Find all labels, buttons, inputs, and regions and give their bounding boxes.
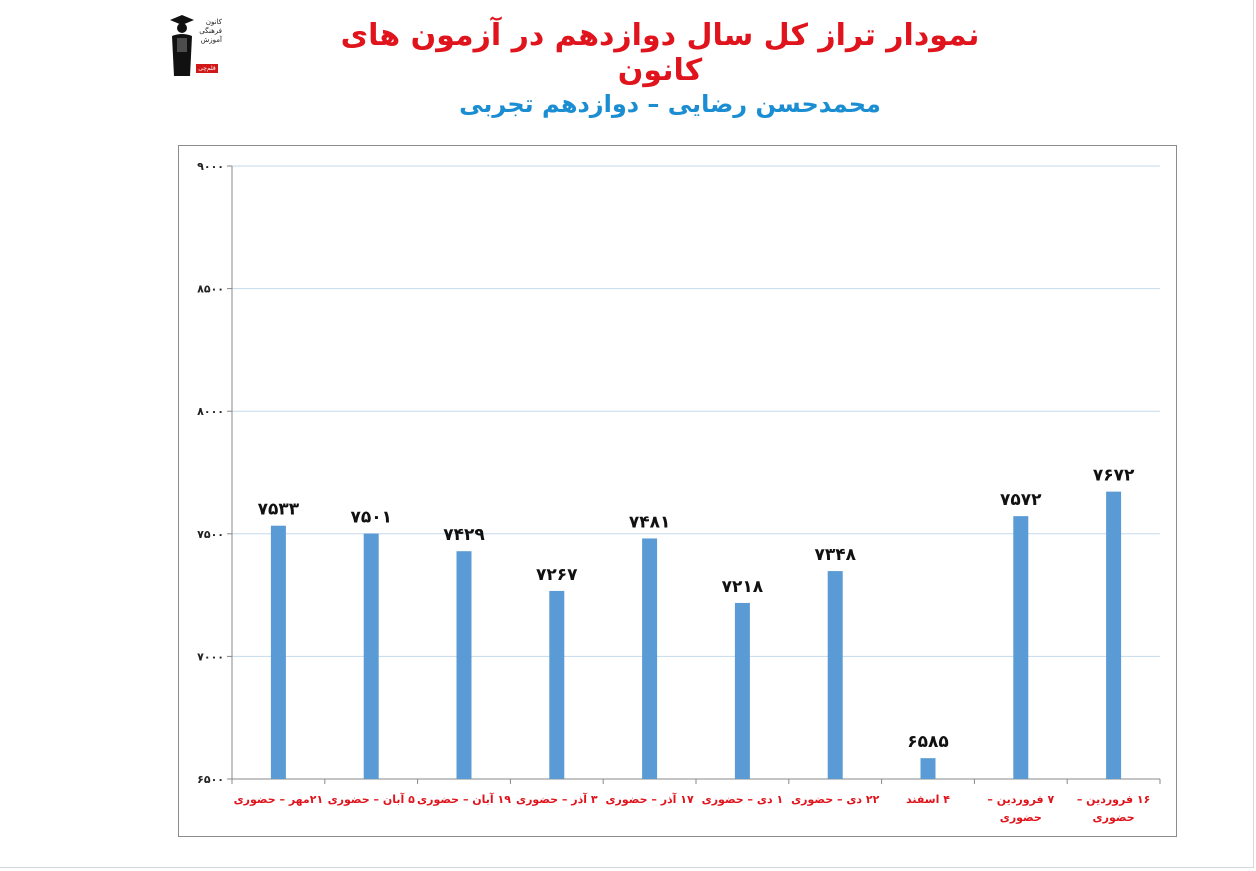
category-label: ۳ آذر – حضوری (516, 792, 598, 806)
bar (642, 538, 658, 779)
y-tick-label: ۸۵۰۰ (197, 283, 224, 296)
data-label: ۷۵۷۲ (1000, 490, 1042, 510)
chart-frame: ۶۵۰۰ ۷۰۰۰ ۷۵۰۰ ۸۰۰۰ ۸۵۰۰ ۹۰۰۰ ۷۵۳۳ ۲۱مهر – حضور… (178, 145, 1177, 837)
data-label: ۷۶۷۲ (1093, 466, 1135, 486)
category-label: ۱ دی – حضوری (702, 793, 784, 806)
bar (270, 525, 286, 779)
bar (549, 590, 565, 779)
logo-line-3: آموزش (200, 36, 222, 44)
data-label: ۷۲۶۷ (536, 565, 578, 585)
data-label: ۷۳۴۸ (814, 545, 856, 565)
bar (734, 602, 750, 779)
graduate-figure-icon (170, 15, 194, 76)
bar (827, 571, 843, 779)
bar (363, 533, 379, 779)
data-label: ۷۴۲۹ (443, 525, 485, 545)
bar (920, 758, 936, 779)
chart-title: نمودار تراز کل سال دوازدهم در آزمون های … (340, 18, 980, 88)
y-tick-label: ۸۰۰۰ (197, 405, 224, 418)
category-label: ۱۷ آذر – حضوری (605, 792, 694, 806)
category-label: ۲۱مهر – حضوری (234, 793, 324, 806)
category-label: ۴ اسفند (906, 793, 950, 806)
data-label: ۶۵۸۵ (907, 732, 949, 752)
bar-chart: ۶۵۰۰ ۷۰۰۰ ۷۵۰۰ ۸۰۰۰ ۸۵۰۰ ۹۰۰۰ ۷۵۳۳ ۲۱مهر – حضور… (197, 160, 1161, 824)
category-label: ۱۶ فروردین – حضوری (1077, 793, 1151, 824)
y-tick-label: ۷۵۰۰ (197, 528, 224, 541)
y-tick-label: ۶۵۰۰ (197, 773, 224, 786)
bar (1013, 516, 1029, 779)
bar (456, 551, 472, 779)
category-label: ۷ فروردین – حضوری (987, 793, 1054, 824)
chart-subtitle: محمدحسن رضایی – دوازدهم تجربی (459, 90, 881, 118)
logo-line-2: فرهنگی (199, 27, 222, 35)
logo-text: کانون فرهنگی آموزش (194, 18, 222, 45)
logo-line-1: کانون (205, 18, 222, 26)
y-tick-label: ۹۰۰۰ (197, 160, 224, 173)
data-label: ۷۲۱۸ (722, 577, 764, 597)
bar (1106, 491, 1122, 779)
data-label: ۷۴۸۱ (629, 512, 671, 532)
category-label: ۲۲ دی – حضوری (791, 793, 880, 806)
category-label: ۱۹ آبان – حضوری (417, 792, 511, 806)
logo-badge: قلم‌چی (196, 64, 218, 73)
data-label: ۷۵۳۳ (258, 500, 300, 520)
category-label: ۵ آبان – حضوری (328, 792, 416, 806)
data-label: ۷۵۰۱ (350, 508, 392, 528)
kanoon-logo: کانون فرهنگی آموزش قلم‌چی (168, 14, 222, 80)
y-tick-label: ۷۰۰۰ (197, 650, 224, 663)
